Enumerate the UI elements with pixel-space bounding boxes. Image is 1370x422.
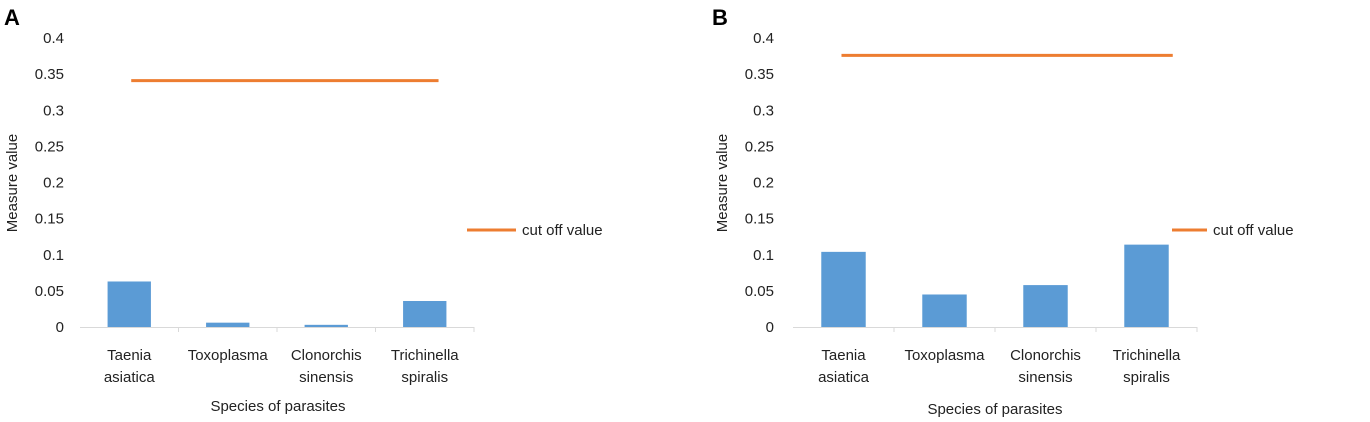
y-tick-label: 0.15 <box>745 211 774 228</box>
x-tick-label: Trichinella spiralis <box>391 347 459 386</box>
x-tick-label: Toxoplasma <box>188 347 269 364</box>
x-tick-label: Clonorchis sinensis <box>1010 347 1081 386</box>
y-tick-label: 0.2 <box>43 175 64 192</box>
y-tick-label: 0.15 <box>35 211 64 228</box>
y-tick-label: 0 <box>766 319 774 336</box>
legend-label: cut off value <box>1213 222 1294 239</box>
y-tick-label: 0.4 <box>43 30 64 47</box>
y-tick-label: 0.35 <box>35 66 64 83</box>
y-tick-label: 0.4 <box>753 30 774 47</box>
y-tick-label: 0.1 <box>753 247 774 264</box>
y-axis-title: Measure value <box>4 134 21 232</box>
panel-letter: A <box>4 5 20 30</box>
x-tick-label: Taenia asiatica <box>104 347 156 386</box>
y-tick-label: 0.35 <box>745 66 774 83</box>
x-axis-title: Species of parasites <box>210 398 345 415</box>
y-tick-label: 0.1 <box>43 247 64 264</box>
x-tick-label: Toxoplasma <box>904 347 985 364</box>
panel-b: B Measure value Species of parasites cut… <box>712 5 1294 418</box>
bar <box>1023 285 1068 327</box>
y-tick-label: 0.3 <box>753 102 774 119</box>
panel-letter: B <box>712 5 728 30</box>
bar <box>821 251 866 327</box>
y-tick-label: 0.2 <box>753 175 774 192</box>
bar <box>107 281 151 327</box>
x-tick-label: Clonorchis sinensis <box>291 347 362 386</box>
bar <box>304 324 348 327</box>
y-tick-label: 0.25 <box>35 138 64 155</box>
bar <box>922 294 967 327</box>
bar <box>403 300 447 327</box>
y-axis-title: Measure value <box>714 134 731 232</box>
bar <box>1124 244 1169 327</box>
legend-label: cut off value <box>522 222 603 239</box>
x-tick-label: Taenia asiatica <box>818 347 870 386</box>
y-tick-label: 0.25 <box>745 138 774 155</box>
y-tick-label: 0.05 <box>745 283 774 300</box>
y-tick-label: 0 <box>56 319 64 336</box>
x-tick-label: Trichinella spiralis <box>1113 347 1181 386</box>
bar <box>206 322 250 327</box>
panel-a: A Measure value Species of parasites cut… <box>4 5 603 415</box>
y-tick-label: 0.05 <box>35 283 64 300</box>
y-tick-label: 0.3 <box>43 102 64 119</box>
x-axis-title: Species of parasites <box>927 401 1062 418</box>
